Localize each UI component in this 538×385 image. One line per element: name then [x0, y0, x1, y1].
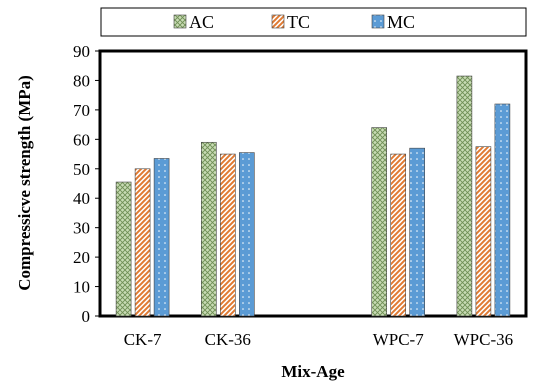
bar-tc-ck-7 — [134, 168, 151, 317]
bar-mc-ck-7 — [153, 158, 170, 317]
x-tick-label: WPC-36 — [454, 330, 514, 349]
y-tick-label: 70 — [73, 101, 90, 120]
y-tick-label: 10 — [73, 278, 90, 297]
x-axis: CK-7 CK-36 WPC-7 WPC-36 — [124, 330, 513, 349]
y-tick-label: 20 — [73, 248, 90, 267]
y-tick-label: 50 — [73, 160, 90, 179]
x-tick-label: WPC-7 — [373, 330, 425, 349]
x-tick-label: CK-36 — [205, 330, 251, 349]
bar-mc-wpc-36 — [494, 103, 511, 317]
bar-tc-wpc-7 — [390, 153, 407, 317]
bar-tc-ck-36 — [220, 153, 236, 317]
x-axis-title: Mix-Age — [281, 362, 345, 381]
bar-ac-wpc-36 — [456, 75, 473, 317]
bar-mc-ck-36 — [239, 152, 255, 317]
plot-frame — [98, 49, 528, 318]
legend-label-mc: MC — [387, 12, 415, 32]
bar-ac-ck-7 — [115, 181, 132, 317]
legend-swatch-tc — [271, 14, 285, 29]
legend-label-ac: AC — [189, 12, 214, 32]
legend-swatch-mc — [371, 14, 385, 29]
bar-ac-wpc-7 — [371, 127, 388, 317]
y-tick-label: 60 — [73, 130, 90, 149]
y-tick-label: 80 — [73, 71, 90, 90]
y-tick-label: 40 — [73, 189, 90, 208]
y-axis-title: Compressicve strength (MPa) — [15, 75, 34, 291]
x-tick-label: CK-7 — [124, 330, 162, 349]
bar-ac-ck-36 — [201, 141, 217, 317]
y-tick-label: 30 — [73, 219, 90, 238]
legend: AC TC MC — [100, 7, 527, 37]
legend-label-tc: TC — [287, 12, 310, 32]
y-tick-label: 90 — [73, 42, 90, 61]
bar-mc-wpc-7 — [409, 147, 426, 317]
legend-swatch-ac — [173, 14, 187, 29]
y-axis: 0 10 20 30 40 50 60 70 80 90 — [73, 42, 100, 326]
y-tick-label: 0 — [82, 307, 91, 326]
bar-tc-wpc-36 — [475, 146, 492, 317]
bars — [115, 75, 511, 317]
